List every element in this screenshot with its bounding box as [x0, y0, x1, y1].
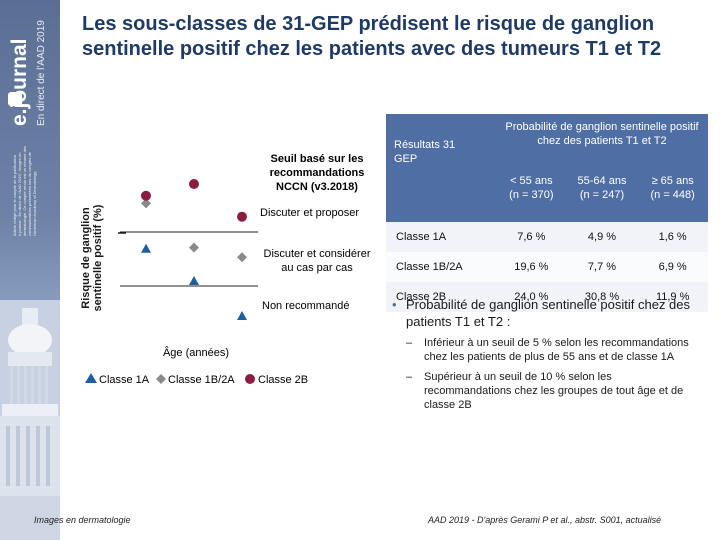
cell-value: 4,9 %: [587, 231, 617, 243]
sidebar-banner: e.journal En direct de l'AAD 2019 Articl…: [0, 0, 60, 540]
cell-value: 19,6 %: [514, 261, 549, 273]
zone-label-consider-1: Discuter et considérer: [264, 248, 371, 260]
brand-text: e.journal: [8, 38, 31, 126]
point-classe-2b-3: [237, 211, 247, 222]
data-points: [141, 179, 247, 320]
y-axis-label: Risque de ganglion sentinelle positif (%…: [80, 204, 104, 311]
point-classe-1b-2a-2: [189, 242, 199, 253]
legend-label-1b2a: Classe 1B/2A: [168, 374, 235, 386]
subheader-age-2-l1: 55-64 ans: [577, 175, 627, 187]
subheader-age-3-l1: ≥ 65 ans: [651, 175, 694, 187]
fineprint-block: Article rédigé pour le compte de la publ…: [12, 140, 52, 236]
row-label: Classe 1B/2A: [396, 261, 463, 273]
risk-chart: Risque de ganglion sentinelle positif (%…: [80, 153, 371, 386]
point-classe-1a-1: [141, 243, 151, 253]
cell-value: 7,7 %: [587, 261, 617, 273]
subheader-age-1: < 55 ans (n = 370): [496, 154, 567, 222]
brand-subtitle-block: En direct de l'AAD 2019: [32, 8, 52, 126]
x-axis-label: Âge (années): [163, 346, 229, 359]
cell-value: 24,0 %: [514, 291, 549, 303]
subheader-age-2-l2: (n = 247): [579, 189, 625, 201]
bullet-main: • Probabilité de ganglion sentinelle pos…: [392, 296, 702, 330]
fineprint-text: Article rédigé pour le compte de la publ…: [12, 145, 37, 236]
zone-label-not-recommended: Non recommandé: [262, 300, 349, 312]
corner-header-line2: GEP: [394, 153, 418, 165]
legend-diamond-icon: [156, 374, 166, 384]
y-axis-label-line1: Risque de ganglion: [80, 207, 92, 309]
capitol-building-icon: [0, 300, 60, 540]
bullet-sub-text: Supérieur à un seuil de 10 % selon les r…: [424, 371, 684, 411]
point-classe-1b-2a-1: [141, 198, 151, 209]
bullet-list: • Probabilité de ganglion sentinelle pos…: [392, 296, 702, 412]
bullet-sub: – Supérieur à un seuil de 10 % selon les…: [392, 370, 702, 412]
probability-table: Résultats 31 GEP Probabilité de ganglion…: [386, 114, 708, 312]
zone-label-consider-2: au cas par cas: [281, 262, 353, 274]
cell-value: 11,9 %: [655, 291, 690, 303]
cell-value: 1,6 %: [658, 231, 687, 243]
footer-left: Images en dermatologie: [34, 515, 131, 525]
table-row: Classe 1A 7,6 % 4,9 % 1,6 %: [386, 222, 708, 252]
dash-icon: –: [406, 337, 413, 349]
brand-logo-icon: [8, 92, 22, 106]
table-row: Classe 2B 24,0 % 30,8 % 11,9 %: [386, 282, 708, 312]
subheader-age-1-l2: (n = 370): [509, 189, 554, 201]
legend-label-2b: Classe 2B: [258, 374, 308, 386]
legend-label-1a: Classe 1A: [99, 374, 150, 386]
dash-icon: –: [406, 371, 413, 383]
cell-value: 7,6 %: [517, 231, 546, 243]
zone-label-propose: Discuter et proposer: [260, 207, 359, 219]
threshold-title-2: recommandations: [270, 167, 365, 179]
brand-subtitle: En direct de l'AAD 2019: [36, 20, 47, 126]
point-classe-2b-1: [141, 190, 151, 201]
subheader-age-3: ≥ 65 ans (n = 448): [637, 154, 708, 222]
slide-title: Les sous-classes de 31-GEP prédisent le …: [82, 13, 662, 60]
footer-right: AAD 2019 - D'après Gerami P et al., abst…: [428, 515, 662, 525]
table-row: Classe 1B/2A 19,6 % 7,7 % 6,9 %: [386, 252, 708, 282]
bullet-sub: – Inférieur à un seuil de 5 % selon les …: [392, 336, 702, 364]
subheader-age-3-l2: (n = 448): [650, 189, 695, 201]
threshold-title-1: Seuil basé sur les: [271, 153, 364, 165]
corner-header-line1: Résultats 31: [394, 139, 456, 151]
bullet-dot-icon: •: [392, 297, 397, 312]
legend: Classe 1A Classe 1B/2A Classe 2B: [85, 373, 308, 386]
threshold-title-3: NCCN (v3.2018): [276, 181, 358, 193]
bullet-sub-text: Inférieur à un seuil de 5 % selon les re…: [424, 337, 689, 363]
subheader-age-2: 55-64 ans (n = 247): [566, 154, 638, 222]
cell-value: 6,9 %: [658, 261, 687, 273]
subheader-age-1-l1: < 55 ans: [510, 175, 553, 187]
bullet-main-text: Probabilité de ganglion sentinelle posit…: [406, 297, 691, 329]
brand-block: e.journal: [2, 8, 32, 126]
point-classe-1a-2: [189, 276, 199, 286]
row-label: Classe 1A: [396, 231, 447, 243]
y-axis-label-line2: sentinelle positif (%): [92, 204, 104, 311]
cell-value: 30,8 %: [584, 291, 620, 303]
table-main-header: Probabilité de ganglion sentinelle posit…: [496, 114, 708, 154]
point-classe-1a-3: [237, 311, 247, 320]
point-classe-1b-2a-3: [237, 252, 247, 263]
row-label: Classe 2B: [396, 291, 447, 303]
legend-circle-icon: [245, 374, 255, 384]
point-classe-2b-2: [189, 179, 199, 189]
legend-triangle-icon: [85, 373, 97, 383]
table-corner-header: Résultats 31 GEP: [386, 114, 496, 222]
